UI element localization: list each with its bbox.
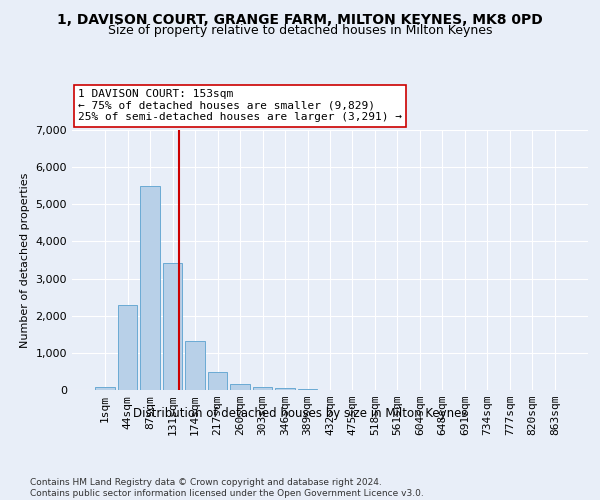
Text: Size of property relative to detached houses in Milton Keynes: Size of property relative to detached ho… (108, 24, 492, 37)
Text: 1, DAVISON COURT, GRANGE FARM, MILTON KEYNES, MK8 0PD: 1, DAVISON COURT, GRANGE FARM, MILTON KE… (57, 12, 543, 26)
Bar (163, 263, 182, 390)
Bar (275, 388, 295, 390)
Bar (253, 387, 272, 390)
Y-axis label: Number of detached properties: Number of detached properties (20, 172, 30, 348)
Bar (95, 387, 115, 390)
Text: Contains HM Land Registry data © Crown copyright and database right 2024.
Contai: Contains HM Land Registry data © Crown c… (30, 478, 424, 498)
Bar (230, 384, 250, 390)
Bar (298, 388, 317, 390)
Bar (140, 186, 160, 390)
Text: Distribution of detached houses by size in Milton Keynes: Distribution of detached houses by size … (133, 408, 467, 420)
Text: 1 DAVISON COURT: 153sqm
← 75% of detached houses are smaller (9,829)
25% of semi: 1 DAVISON COURT: 153sqm ← 75% of detache… (78, 90, 402, 122)
Bar (118, 306, 137, 390)
Bar (208, 372, 227, 390)
Bar (185, 341, 205, 390)
